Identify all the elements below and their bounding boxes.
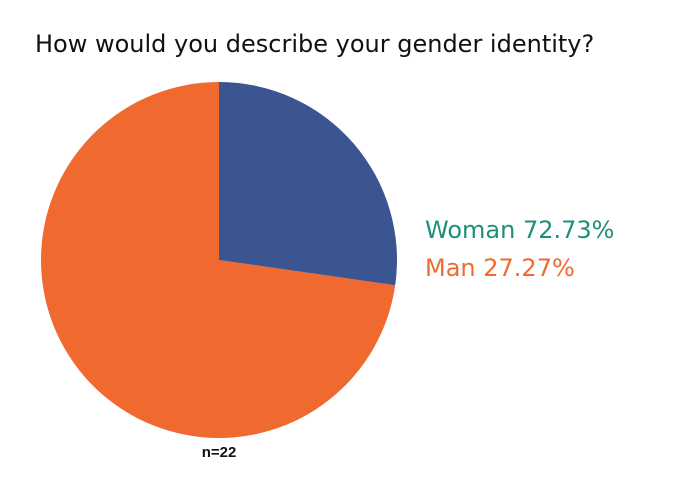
legend-entry: Man 27.27% — [425, 254, 575, 282]
pie-slice — [219, 82, 398, 286]
legend-value: 27.27% — [483, 254, 575, 282]
legend-entry: Woman 72.73% — [425, 216, 614, 244]
annotation: n=22 — [202, 444, 237, 461]
pie-slice — [40, 82, 396, 439]
chart-title: How would you describe your gender ident… — [35, 30, 594, 58]
legend-label: Woman — [425, 216, 515, 244]
legend-label: Man — [425, 254, 476, 282]
legend-value: 72.73% — [523, 216, 615, 244]
